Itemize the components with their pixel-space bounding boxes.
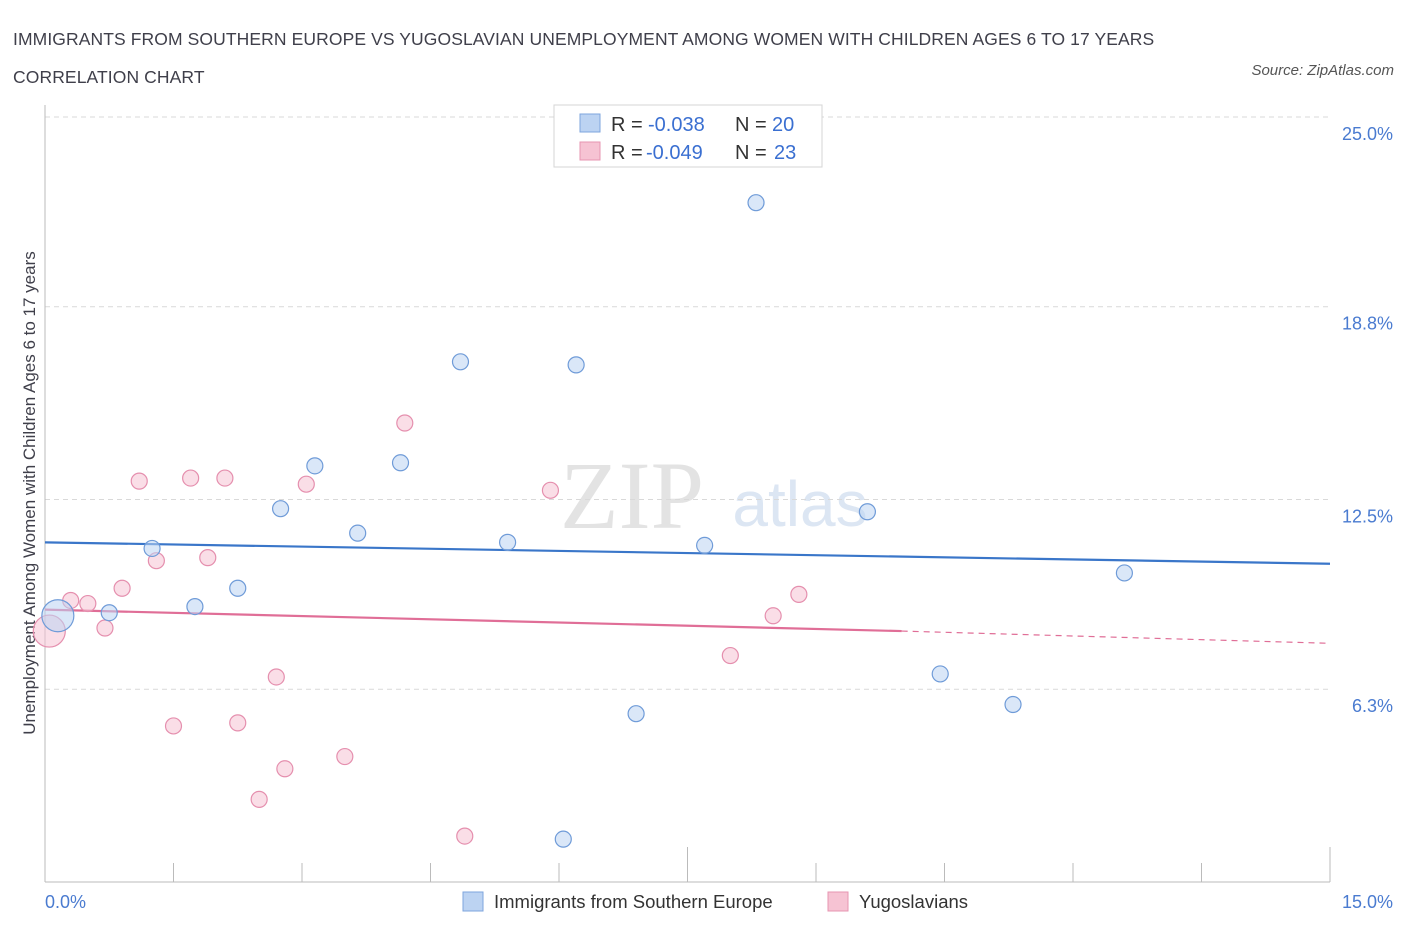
point-immigrants <box>567 356 585 374</box>
point-immigrants <box>858 503 877 521</box>
point-immigrants <box>931 665 949 683</box>
point-immigrants <box>747 194 765 212</box>
point-yugoslavians <box>113 579 131 597</box>
trend-line-immigrants <box>44 541 1331 565</box>
point-immigrants <box>451 353 470 371</box>
correlation-legend: R = -0.038 N = 20 R = -0.049 N = 23 <box>553 104 823 168</box>
point-yugoslavians <box>130 472 148 490</box>
point-yugoslavians <box>396 414 414 432</box>
y-tick-label: 18.8% <box>1342 314 1393 334</box>
point-yugoslavians <box>79 594 97 613</box>
point-immigrants <box>186 597 204 616</box>
trend-line-yugoslavians <box>44 608 902 633</box>
legend-n-label-2: N = <box>735 142 767 164</box>
point-immigrants <box>229 579 247 597</box>
point-immigrants <box>1004 695 1022 714</box>
point-immigrants <box>696 536 714 555</box>
point-immigrants <box>499 533 517 551</box>
legend-n-value-2: 23 <box>774 142 796 164</box>
y-tick-label: 12.5% <box>1342 507 1393 527</box>
point-yugoslavians <box>96 619 114 637</box>
point-immigrants <box>1115 564 1134 582</box>
source-label: Source: ZipAtlas.com <box>1251 62 1394 79</box>
watermark-zip: ZIP <box>560 442 704 549</box>
y-tick-labels: 25.0% 18.8% 12.5% 6.3% <box>1342 124 1393 716</box>
point-yugoslavians <box>764 607 782 625</box>
point-yugoslavians <box>297 475 315 493</box>
point-yugoslavians <box>336 747 354 766</box>
legend-swatch-blue <box>579 113 601 133</box>
watermark-atlas: atlas <box>732 468 867 540</box>
legend-n-label-1: N = <box>735 114 767 136</box>
bottom-legend-swatch-blue <box>462 891 484 912</box>
point-yugoslavians <box>267 668 285 686</box>
x-axis-ticks <box>44 847 1331 882</box>
point-yugoslavians <box>164 717 183 735</box>
x-tick-label-min: 0.0% <box>45 892 86 912</box>
point-yugoslavians <box>250 790 268 808</box>
legend-r-value-1: -0.038 <box>648 114 705 136</box>
bottom-legend-label-1: Immigrants from Southern Europe <box>494 891 773 912</box>
point-yugoslavians <box>790 585 808 603</box>
point-immigrants <box>627 705 645 723</box>
point-yugoslavians <box>541 481 560 499</box>
series-legend: Immigrants from Southern Europe Yugoslav… <box>462 891 968 912</box>
legend-n-value-1: 20 <box>772 114 794 136</box>
y-tick-label: 25.0% <box>1342 124 1393 144</box>
point-immigrants <box>391 454 410 472</box>
point-immigrants <box>349 524 367 542</box>
chart-title: IMMIGRANTS FROM SOUTHERN EUROPE VS YUGOS… <box>13 29 1155 87</box>
legend-r-label-2: R = <box>611 142 643 164</box>
point-yugoslavians <box>456 827 474 845</box>
point-immigrants <box>554 830 572 848</box>
point-immigrants <box>41 599 75 633</box>
bottom-legend-label-2: Yugoslavians <box>859 891 968 912</box>
y-tick-label: 6.3% <box>1352 696 1393 716</box>
legend-r-value-2: -0.049 <box>646 142 703 164</box>
trend-line-yugoslavians-extension <box>901 630 1331 644</box>
trend-lines <box>44 541 1331 644</box>
y-axis-label: Unemployment Among Women with Children A… <box>20 251 39 735</box>
point-immigrants <box>306 457 324 475</box>
legend-r-label-1: R = <box>611 114 643 136</box>
point-yugoslavians <box>276 760 294 778</box>
bottom-legend-swatch-pink <box>827 891 849 912</box>
point-yugoslavians <box>229 714 247 732</box>
point-immigrants <box>143 539 161 558</box>
point-immigrants <box>271 500 290 518</box>
point-yugoslavians <box>182 469 200 487</box>
grid-lines <box>45 116 1330 690</box>
point-yugoslavians <box>216 469 234 487</box>
point-yugoslavians <box>721 646 739 665</box>
data-points <box>32 194 1134 848</box>
point-immigrants <box>100 604 118 622</box>
x-tick-label-max: 15.0% <box>1342 892 1393 912</box>
point-yugoslavians <box>199 549 217 567</box>
legend-swatch-pink <box>579 141 601 161</box>
